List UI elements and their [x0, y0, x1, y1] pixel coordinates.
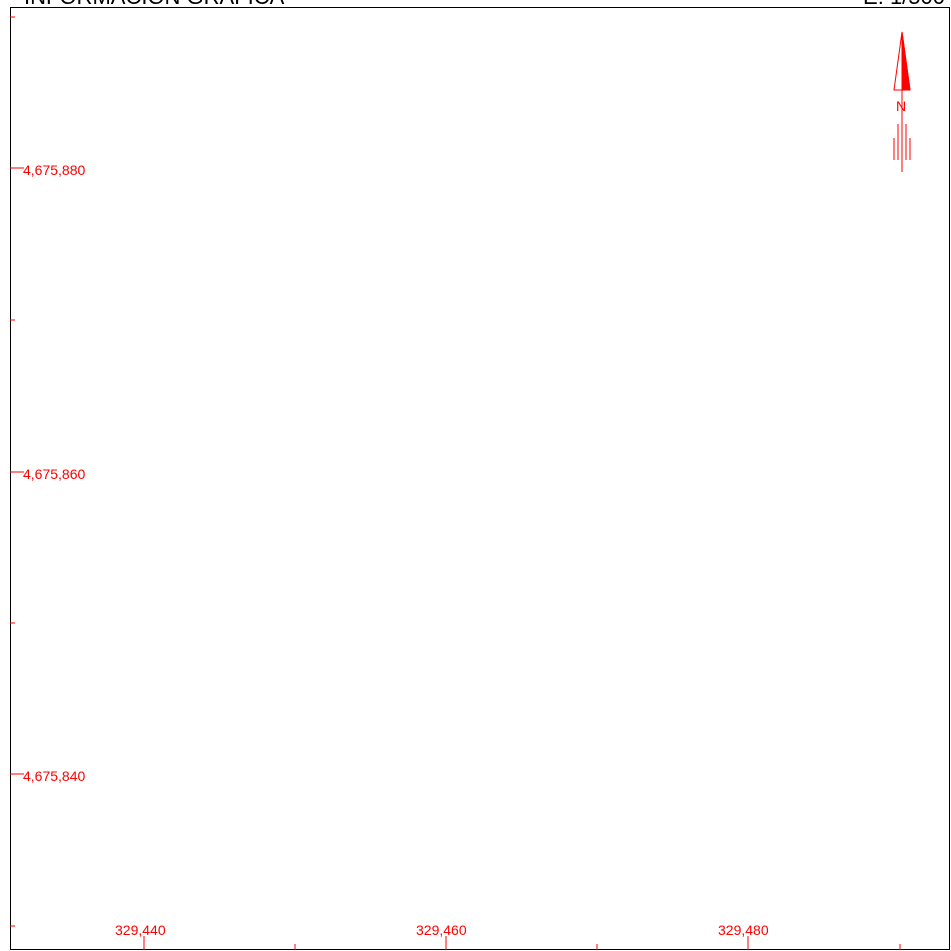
northing-ticks — [10, 16, 24, 927]
easting-label: 329,440 — [115, 922, 166, 938]
north-arrow-label: N — [896, 98, 906, 114]
map-scale: E: 1/500 — [863, 0, 945, 8]
easting-label: 329,460 — [416, 922, 467, 938]
northing-label: 4,675,880 — [23, 162, 85, 178]
easting-ticks — [143, 936, 901, 950]
easting-label: 329,480 — [718, 922, 769, 938]
northing-label: 4,675,840 — [23, 768, 85, 784]
map-title: INFORMACION GRAFICA — [24, 0, 284, 8]
north-arrow-icon — [893, 31, 911, 172]
map-frame — [10, 7, 950, 950]
northing-label: 4,675,860 — [23, 466, 85, 482]
